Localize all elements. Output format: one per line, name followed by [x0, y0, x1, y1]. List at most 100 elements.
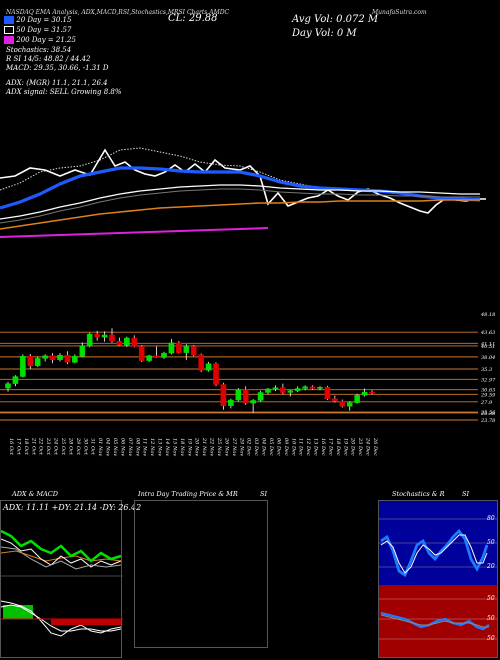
candle-body-bear — [213, 363, 219, 385]
date-tick-label: 27 Nov — [231, 437, 237, 456]
support-resistance-lines — [0, 331, 478, 421]
adx-signal-label: ADX signal: SELL Growing 8.8% — [6, 88, 122, 96]
candle — [317, 386, 323, 391]
adx-readout: ADX: 11.11 +DY: 21.14 -DY: 26.42 — [3, 503, 142, 512]
candle — [339, 399, 346, 408]
adx-macd-plot — [1, 529, 123, 637]
date-tick-label: 12 Dec — [305, 438, 311, 456]
candle-body-bear — [176, 342, 182, 353]
candle — [287, 389, 294, 397]
adx-macd-title: ADX & MACD — [12, 490, 58, 498]
candle-body-bear — [94, 333, 100, 338]
candle-body-bear — [220, 384, 227, 406]
candle — [198, 353, 204, 373]
candle-body-bull — [354, 394, 360, 403]
date-tick-label: 06 Dec — [275, 438, 281, 456]
date-tick-label: 18 Nov — [179, 438, 185, 456]
candle-body-bull — [287, 390, 294, 393]
candle — [302, 385, 308, 391]
candle-body-bull — [34, 358, 41, 367]
candle-body-bull — [302, 386, 308, 389]
candle-body-bull — [183, 346, 190, 353]
ema20-label: 20 Day = 30.15 — [4, 16, 71, 25]
date-tick-label: 06 Nov — [119, 438, 125, 456]
rsi-tick-mid: 50 — [487, 615, 495, 622]
candle — [235, 388, 242, 402]
candle — [272, 385, 279, 392]
date-tick-label: 13 Dec — [313, 438, 319, 456]
candle-body-bull — [272, 387, 279, 390]
candle-body-bear — [280, 387, 286, 393]
candle — [332, 395, 338, 403]
rsi-label: R SI 14/5: 48.82 / 44.42 — [6, 55, 91, 63]
price-tick-label: 25.38 — [480, 411, 495, 417]
candle — [213, 362, 219, 387]
date-tick-label: 07 Nov — [127, 438, 133, 456]
date-tick-label: 02 Dec — [246, 438, 252, 456]
candle-body-bull — [294, 388, 301, 391]
date-tick-label: 16 Dec — [320, 438, 326, 456]
date-tick-label: 23 Oct — [45, 437, 51, 456]
rsi-line — [380, 611, 490, 631]
ema-lines — [0, 147, 486, 238]
candle — [57, 353, 63, 362]
candle — [109, 328, 115, 343]
ema200-swatch — [4, 36, 14, 44]
rsi-tick-bottom: 50 — [487, 635, 495, 642]
ema100-line — [0, 199, 480, 230]
candle — [42, 354, 48, 362]
candle-body-bear — [64, 355, 71, 363]
date-tick-label: 05 Nov — [112, 438, 118, 456]
price-chart: 48.1843.6341.1140.5138.0435.332.9730.632… — [0, 147, 496, 456]
candle-body-bear — [309, 386, 316, 389]
date-tick-label: 08 Nov — [134, 438, 140, 456]
candle — [138, 345, 145, 362]
candle-body-bear — [324, 386, 331, 399]
mrsi-line — [380, 614, 489, 628]
candle-body-bear — [109, 334, 115, 342]
candle — [324, 385, 331, 400]
candle-body-bull — [161, 352, 167, 358]
candle-body-bull — [42, 355, 48, 359]
candle — [294, 386, 301, 393]
candle-body-bull — [361, 391, 368, 396]
date-tick-label: 05 Dec — [268, 438, 274, 456]
stoch-title-right: SI — [462, 490, 470, 498]
date-tick-label: 14 Nov — [164, 438, 170, 456]
price-axis: 48.1843.6341.1140.5138.0435.332.9730.632… — [480, 312, 496, 424]
macd-histogram-negative — [51, 619, 121, 625]
date-tick-label: 22 Nov — [209, 437, 215, 456]
date-tick-label: 20 Dec — [350, 437, 356, 456]
stoch-rsi-plot — [379, 518, 497, 640]
candle-body-bull — [146, 355, 152, 361]
website-label: MunafaSutra.com — [372, 9, 427, 16]
macd-line — [1, 600, 122, 637]
candle — [124, 336, 130, 347]
date-tick-label: 18 Dec — [335, 438, 341, 456]
ema20-line — [0, 166, 481, 210]
candle — [257, 390, 264, 402]
candle — [49, 353, 56, 364]
candle-body-bear — [332, 398, 338, 402]
candle — [354, 393, 360, 404]
price-tick-label: 43.63 — [480, 330, 495, 336]
stoch-tick-50: 50 — [487, 539, 495, 546]
plus-di-line — [1, 529, 122, 563]
stoch-tick-20: 20 — [487, 563, 495, 570]
stoch-d-line — [380, 534, 488, 574]
candle-body-bull — [168, 342, 175, 354]
candle — [79, 342, 86, 358]
candle-body-bull — [257, 392, 264, 401]
candle — [280, 383, 286, 395]
candle — [12, 375, 19, 387]
candle-body-bear — [339, 401, 346, 407]
date-tick-label: 24 Dec — [365, 437, 371, 456]
candle — [5, 381, 11, 392]
date-tick-label: 16 Oct — [8, 438, 14, 456]
price-tick-label: 27.9 — [480, 400, 493, 406]
candle — [220, 382, 227, 410]
ema50-shadow-line — [0, 188, 480, 224]
candle — [101, 331, 108, 342]
date-tick-label: 24 Oct — [53, 437, 59, 456]
date-tick-label: 26 Dec — [372, 437, 378, 456]
